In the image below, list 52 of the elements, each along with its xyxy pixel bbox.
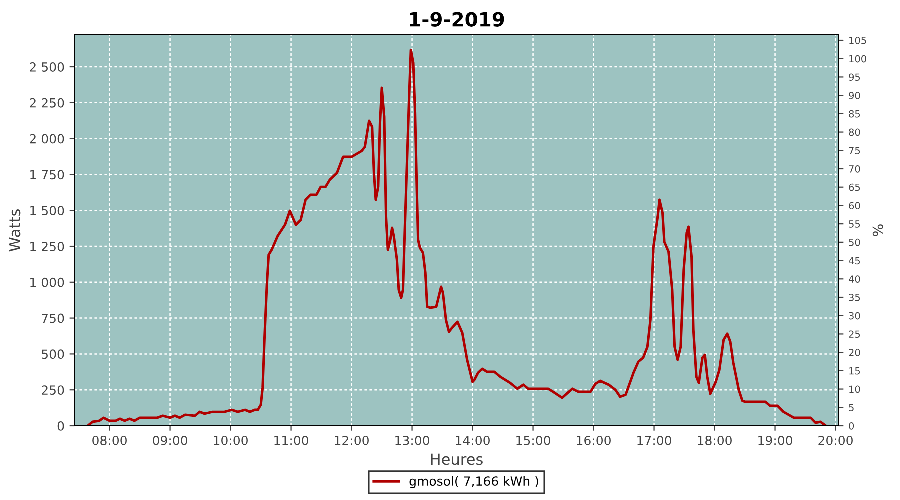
- x-tick-label: 08:00: [92, 436, 127, 446]
- x-tick-label: 13:00: [396, 436, 430, 446]
- y2-tick-label: 70: [849, 165, 860, 173]
- y2-tick-label: 5: [849, 404, 854, 412]
- y2-tick-label: 25: [849, 330, 860, 338]
- y2-tick-label: 15: [850, 368, 860, 375]
- x-tick-label: 14:00: [456, 436, 490, 446]
- y2-tick-label: 95: [849, 74, 860, 82]
- x-tick-label: 19:00: [758, 436, 792, 446]
- legend-label: gmosol( 7,166 kWh ): [410, 476, 538, 488]
- y2-tick-label: 100: [850, 55, 866, 63]
- y-tick-label: 1 500: [30, 206, 64, 216]
- x-tick-label: 11:00: [274, 436, 308, 446]
- y-tick-label: 1 000: [30, 278, 64, 288]
- y-tick-label: 0: [58, 421, 64, 431]
- y-tick-label: 1 750: [30, 170, 64, 180]
- x-tick-label: 18:00: [698, 436, 732, 446]
- y2-tick-label: 45: [849, 257, 860, 265]
- y-tick-label: 1 250: [30, 242, 64, 252]
- x-tick-label: 09:00: [153, 436, 188, 446]
- x-tick-label: 16:00: [577, 436, 611, 446]
- y-tick-label: 500: [42, 350, 64, 360]
- x-tick-label: 15:00: [516, 436, 550, 446]
- y2-tick-label: 65: [849, 184, 860, 192]
- y-tick-label: 2 250: [30, 98, 64, 108]
- x-tick-label: 10:00: [214, 436, 248, 446]
- y2-tick-label: 75: [849, 147, 860, 154]
- y2-tick-label: 60: [849, 202, 860, 210]
- y2-tick-label: 20: [849, 349, 860, 356]
- y2-axis-title: %: [872, 224, 884, 236]
- y-tick-label: 2 500: [30, 62, 64, 72]
- y2-tick-label: 30: [849, 312, 860, 320]
- y2-tick-label: 55: [849, 220, 860, 228]
- y2-tick-label: 105: [850, 36, 866, 44]
- y-tick-label: 250: [42, 386, 64, 396]
- y2-tick-label: 10: [850, 386, 860, 394]
- y-tick-label: 750: [42, 314, 64, 324]
- y2-tick-label: 80: [849, 128, 860, 136]
- y-tick-label: 2 000: [30, 134, 64, 144]
- y2-tick-label: 0: [849, 422, 854, 430]
- y2-tick-label: 50: [849, 238, 860, 246]
- line-series: [86, 48, 828, 426]
- y-axis-title: Watts: [9, 210, 21, 252]
- y2-tick-label: 90: [849, 92, 860, 100]
- x-tick-label: 17:00: [638, 436, 672, 446]
- x-axis-title: Heures: [431, 454, 483, 466]
- x-tick-label: 12:00: [335, 436, 369, 446]
- y2-tick-label: 85: [849, 110, 860, 118]
- x-tick-label: 20:00: [818, 436, 853, 446]
- chart-title: 1-9-2019: [410, 12, 504, 27]
- y2-tick-label: 40: [849, 276, 860, 283]
- y2-tick-label: 35: [849, 294, 860, 302]
